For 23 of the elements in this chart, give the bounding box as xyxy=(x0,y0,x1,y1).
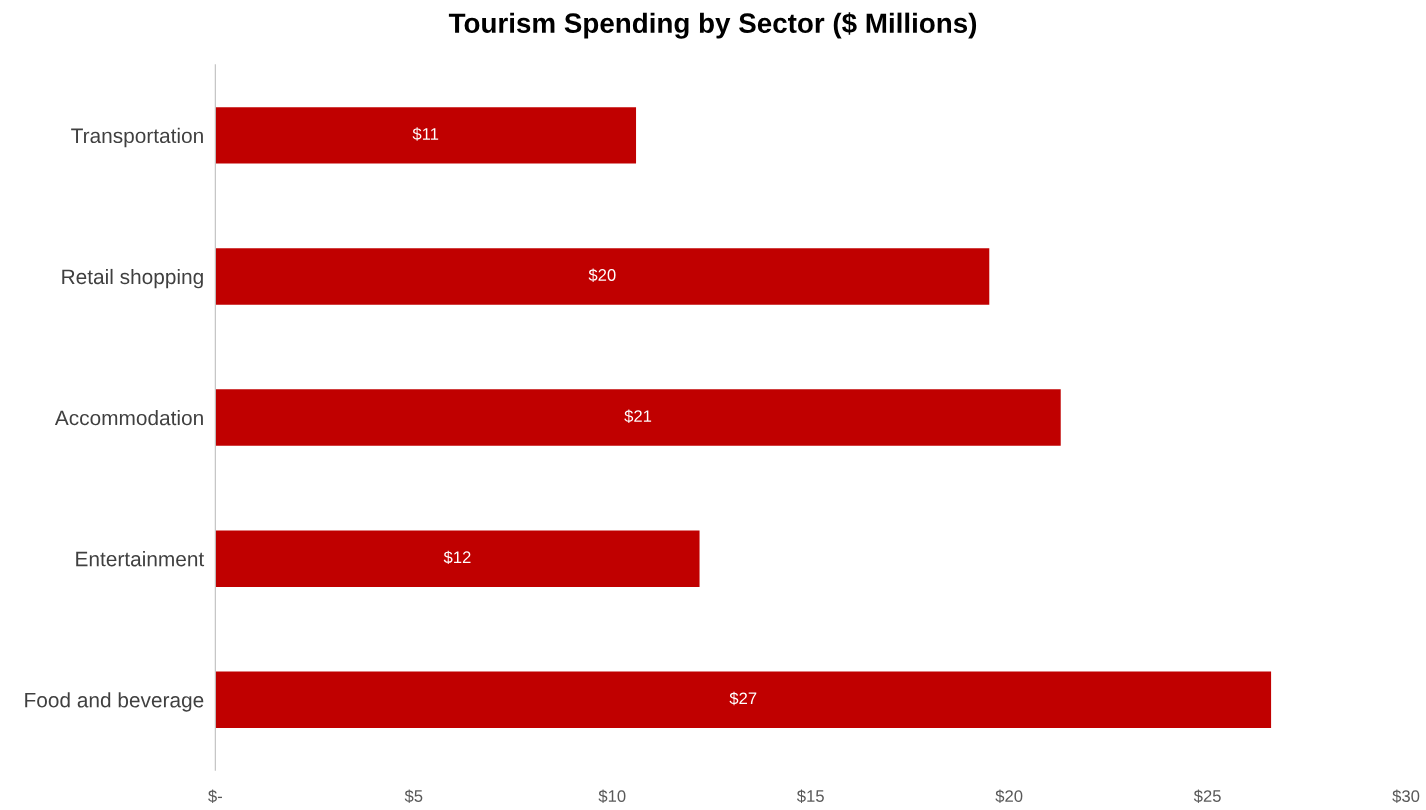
x-tick-label: $10 xyxy=(598,789,626,803)
bar xyxy=(215,248,990,305)
x-tick-label: $30 xyxy=(1392,789,1420,803)
data-label: $27 xyxy=(729,691,757,706)
bar xyxy=(215,107,637,164)
x-tick-label: $15 xyxy=(796,789,824,803)
data-label: $20 xyxy=(588,268,616,282)
bar xyxy=(215,389,1061,446)
bar xyxy=(215,530,700,587)
data-label: $11 xyxy=(412,127,439,141)
x-tick-label: $5 xyxy=(404,789,423,803)
x-tick-label: $20 xyxy=(995,789,1023,803)
x-tick-label: $25 xyxy=(1193,789,1221,803)
data-label: $12 xyxy=(443,550,471,565)
y-tick-label: Retail shopping xyxy=(62,268,203,289)
y-tick-label: Transportation xyxy=(71,127,203,148)
y-tick-label: Food and beverage xyxy=(25,692,204,712)
chart-title: Tourism Spending by Sector ($ Millions) xyxy=(448,12,977,39)
y-tick-label: Accommodation xyxy=(54,410,203,426)
data-label: $21 xyxy=(624,409,652,424)
y-tick-label: Entertainment xyxy=(76,551,205,567)
x-tick-label: $- xyxy=(208,789,222,803)
bar xyxy=(215,671,1272,728)
